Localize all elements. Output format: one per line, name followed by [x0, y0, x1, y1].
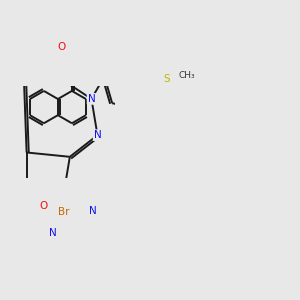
Text: O: O	[40, 201, 48, 211]
Text: N: N	[89, 206, 97, 216]
Text: O: O	[57, 42, 65, 52]
Text: N: N	[49, 228, 56, 238]
Text: Br: Br	[58, 207, 70, 217]
Text: CH₃: CH₃	[179, 71, 195, 80]
Text: N: N	[94, 130, 101, 140]
Text: S: S	[163, 74, 170, 84]
Text: N: N	[88, 94, 95, 104]
